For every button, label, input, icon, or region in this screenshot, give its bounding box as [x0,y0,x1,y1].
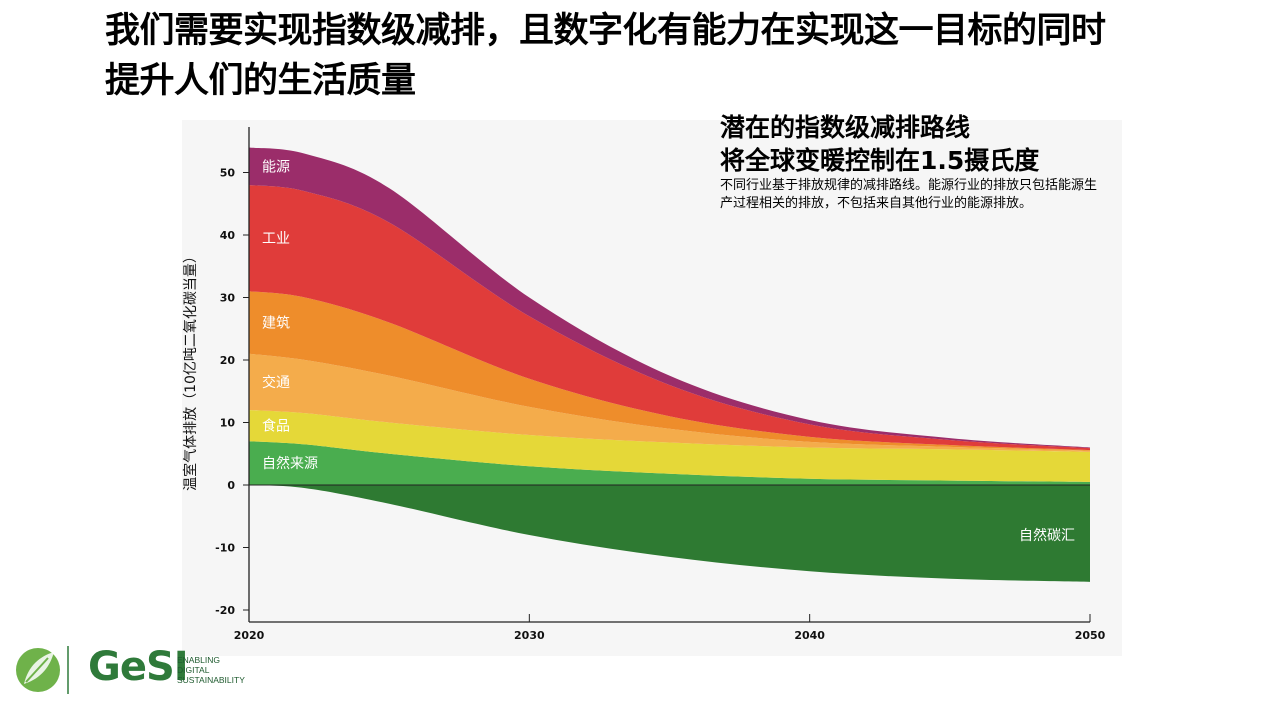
logo-tagline-line: SUSTAINABILITY [177,675,245,685]
y-axis-label: 温室气体排放（10亿吨二氧化碳当量） [182,249,199,491]
x-tick-label: 2030 [514,629,545,642]
panel-heading-line1: 潜在的指数级减排路线 [720,113,971,142]
panel-heading: 潜在的指数级减排路线 将全球变暖控制在1.5摄氏度 [720,111,1039,177]
y-tick-label: 20 [220,354,236,367]
leaf-globe-icon [16,646,69,694]
panel-note: 不同行业基于排放规律的减排路线。能源行业的排放只包括能源生产过程相关的排放，不包… [720,178,1098,211]
sink-label: 自然碳汇 [1019,527,1075,544]
series-label: 工业 [262,231,290,247]
series-label: 交通 [262,374,290,391]
y-tick-label: -10 [215,542,235,555]
area-buildings [249,291,1090,451]
axes: 50 40 30 20 10 0 -10 -20 2020 2030 2040 2050 [215,127,1106,642]
y-tick-label: 0 [227,479,235,492]
y-tick-label: 10 [220,417,236,430]
area-natural-sink [249,485,1090,582]
logo-tagline-line: ENABLING [177,655,220,665]
gesi-logo: GeSI ENABLING DIGITAL SUSTAINABILITY [12,640,262,700]
series-label: 自然来源 [262,455,318,472]
area-layers [249,147,1090,582]
y-tick-label: 30 [220,292,236,305]
x-tick-label: 2040 [794,629,825,642]
y-tick-label: 40 [220,229,236,242]
logo-tagline: ENABLING DIGITAL SUSTAINABILITY [177,655,245,685]
panel-heading-line2: 将全球变暖控制在1.5摄氏度 [720,146,1040,175]
area-food [249,410,1090,482]
series-label: 能源 [262,159,290,175]
area-transport [249,353,1090,452]
slide-title: 我们需要实现指数级减排，且数字化有能力在实现这一目标的同时提升人们的生活质量 [105,11,1106,101]
logo-tagline-line: DIGITAL [177,665,210,675]
area-energy [249,147,1090,449]
area-natural-sources [249,441,1090,485]
y-tick-label: 50 [220,167,236,180]
logo-wordmark: GeSI [88,644,189,690]
y-tick-label: -20 [215,604,235,617]
area-industry [249,185,1090,450]
x-tick-label: 2020 [234,629,265,642]
series-label: 食品 [262,418,290,435]
series-label: 建筑 [262,316,290,332]
x-tick-label: 2050 [1075,629,1106,642]
